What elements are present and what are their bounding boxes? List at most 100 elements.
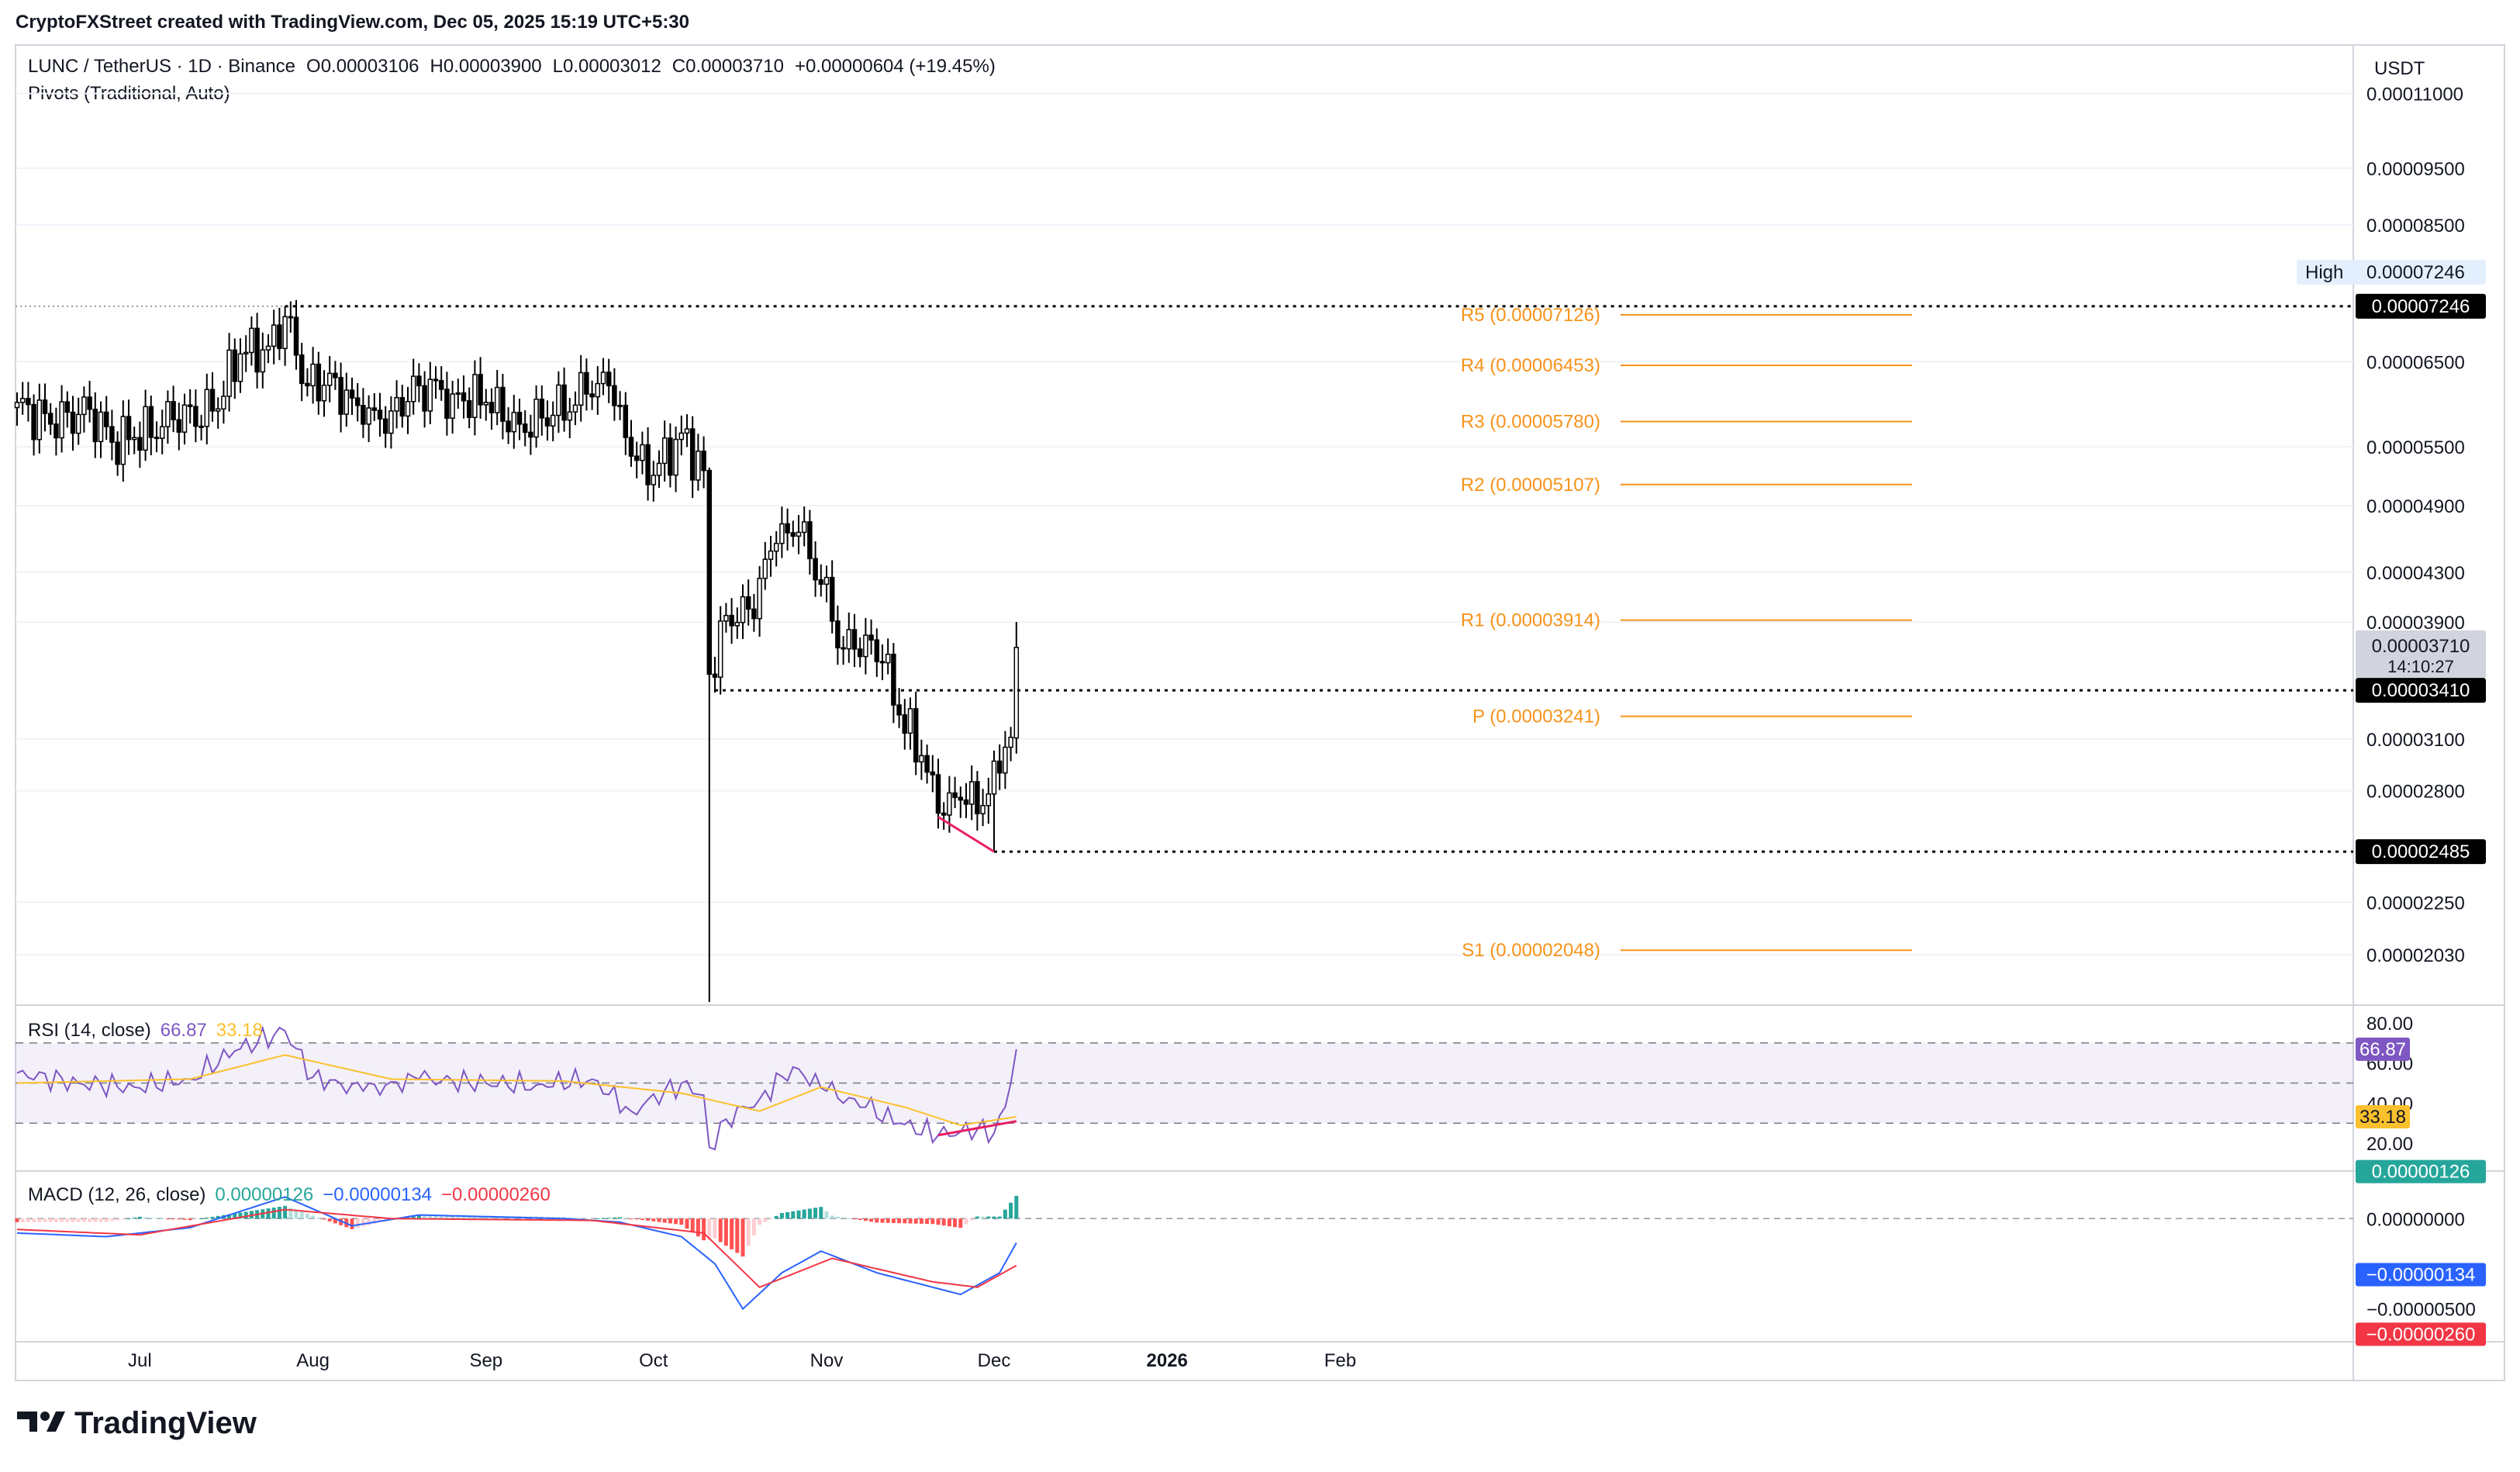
macd-hist-bar <box>601 1218 606 1219</box>
candle-down <box>92 408 98 443</box>
candle-up <box>75 413 81 434</box>
macd-hist-bar <box>847 1218 851 1219</box>
macd-hist-bar <box>116 1218 120 1221</box>
macd-hist-bar <box>875 1218 879 1223</box>
candle-up <box>696 451 701 481</box>
macd-hist-bar <box>819 1207 823 1219</box>
macd-hist-bar <box>992 1216 996 1219</box>
candle-down <box>745 596 751 610</box>
candle-down <box>729 614 734 627</box>
macd-hist-bar <box>690 1218 695 1233</box>
rsi-ma-line <box>16 1054 1017 1126</box>
time-tick-label: Dec <box>978 1350 1011 1371</box>
candle-up <box>968 781 975 805</box>
candle-up <box>165 401 171 427</box>
pivot-label: R2 (0.00005107) <box>1461 475 1600 496</box>
macd-hist-bar <box>193 1218 198 1220</box>
macd-tick-label: −0.00000500 <box>2366 1300 2476 1321</box>
macd-hist-bar <box>702 1218 706 1241</box>
candle-down <box>193 406 198 427</box>
candle-down <box>478 374 483 406</box>
macd-hist-bar <box>897 1218 902 1224</box>
candle-down <box>31 403 36 441</box>
macd-hist-bar <box>964 1218 968 1225</box>
candle-up <box>980 804 986 814</box>
support-badge: 0.00003410 <box>2372 680 2470 701</box>
candle-up <box>321 385 327 402</box>
candle-up <box>734 621 740 627</box>
candle-down <box>891 653 896 706</box>
candle-down <box>500 386 506 422</box>
candle-down <box>561 384 567 421</box>
rsi-legend[interactable]: RSI (14, close) 66.87 33.18 <box>28 1020 263 1041</box>
macd-hist-bar <box>1003 1209 1007 1219</box>
candle-down <box>87 396 92 410</box>
candle-up <box>640 444 645 461</box>
macd-hist-bar <box>863 1218 868 1221</box>
macd-hist-bar <box>791 1211 796 1219</box>
candle-up <box>717 620 723 678</box>
candle-down <box>382 418 388 434</box>
macd-hist-bar <box>941 1218 946 1226</box>
macd-hist-bar <box>958 1218 963 1228</box>
currency-label[interactable]: USDT <box>2374 58 2425 79</box>
candle-down <box>126 416 132 441</box>
rsi-ma-badge-bg <box>2356 1105 2410 1129</box>
candle-up <box>394 396 399 412</box>
candle-up <box>511 411 517 433</box>
price-tick-label: 0.00005500 <box>2366 437 2465 458</box>
macd-legend[interactable]: MACD (12, 26, close) 0.00000126 −0.0000013… <box>28 1184 551 1205</box>
candle-down <box>623 404 629 438</box>
candle-down <box>70 411 76 434</box>
symbol-legend[interactable]: LUNC / TetherUS · 1D · Binance O0.0000310… <box>28 56 996 77</box>
candle-up <box>846 629 852 650</box>
macd-hist-bar <box>913 1218 918 1224</box>
macd-hist-bar <box>305 1213 309 1219</box>
time-tick-label: Sep <box>469 1350 502 1371</box>
macd-hist-bar <box>679 1218 684 1225</box>
macd-hist-bar <box>182 1218 187 1220</box>
candle-down <box>154 437 160 440</box>
macd-hist-bar <box>243 1211 248 1219</box>
macd-hist-bar <box>1009 1202 1013 1219</box>
rsi-value-badge-bg <box>2356 1037 2410 1061</box>
candle-up <box>779 523 785 544</box>
macd-hist-bar <box>322 1218 326 1220</box>
price-tick-label: 0.00002800 <box>2366 782 2465 803</box>
macd-hist-bar <box>1014 1195 1019 1219</box>
candle-down <box>689 428 696 481</box>
candle-down <box>187 404 193 407</box>
tradingview-logo[interactable]: TradingView <box>17 1406 257 1440</box>
low-badge: 0.00002485 <box>2372 841 2470 862</box>
candle-down <box>963 799 969 805</box>
macd-hist-bar <box>880 1218 885 1223</box>
candle-down <box>785 523 790 534</box>
candle-up <box>494 386 500 413</box>
macd-hist-bar <box>456 1215 461 1219</box>
macd-hist-bar <box>406 1216 410 1219</box>
candle-down <box>338 377 343 415</box>
macd-hist-bar <box>26 1218 30 1222</box>
pivot-label: R1 (0.00003914) <box>1461 610 1600 631</box>
pivot-label: S1 (0.00002048) <box>1462 940 1600 961</box>
candle-down <box>461 392 467 402</box>
price-tick-label: 0.00009500 <box>2366 159 2465 180</box>
macd-hist-bar <box>299 1211 304 1219</box>
candle-up <box>595 382 601 398</box>
macd-hist-bar <box>271 1208 276 1219</box>
candle-down <box>958 796 964 801</box>
macd-hist-bar <box>651 1218 656 1221</box>
rsi-ma-badge: 33.18 <box>2359 1107 2406 1128</box>
grid-lines <box>16 92 2353 955</box>
price-tick-label: 0.00008500 <box>2366 216 2465 237</box>
candle-up <box>81 396 87 416</box>
countdown-text: 14:10:27 <box>2387 657 2454 676</box>
candle-up <box>1003 746 1008 774</box>
tradingview-logo-icon <box>17 1412 65 1432</box>
candle-down <box>857 648 863 658</box>
macd-hist-bar <box>444 1215 449 1219</box>
macd-hist-bar <box>428 1215 433 1219</box>
signal-line-badge: −0.00000260 <box>2366 1324 2476 1345</box>
candle-down <box>444 389 450 419</box>
candle-down <box>371 407 378 411</box>
